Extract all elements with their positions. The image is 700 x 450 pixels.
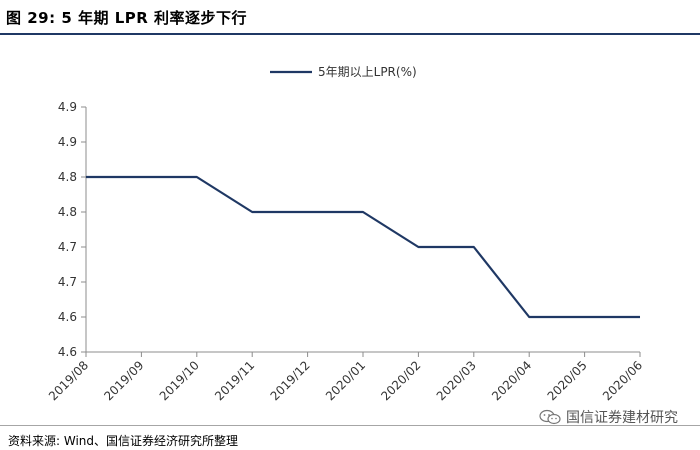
footer-divider: [0, 425, 700, 426]
series-line: [86, 175, 640, 319]
x-tick-label: 2019/10: [157, 358, 202, 403]
watermark-text: 国信证券建材研究: [566, 410, 678, 426]
x-tick-label: 2020/03: [434, 358, 479, 403]
y-tick-label: 4.8: [58, 170, 77, 184]
y-tick-label: 4.6: [58, 310, 77, 324]
y-tick-label: 4.7: [58, 240, 77, 254]
series-lines: [85, 175, 641, 319]
y-tick-label: 4.8: [58, 205, 77, 219]
x-tick-label: 2019/12: [268, 358, 313, 403]
x-tick-label: 2019/08: [46, 358, 91, 403]
line-chart: 4.64.64.74.74.84.84.94.9 2019/08 2019/09 2…: [46, 65, 645, 403]
legend-label: 5年期以上LPR(%): [318, 65, 417, 79]
x-tick-label: 2020/02: [378, 358, 423, 403]
y-tick-label: 4.6: [58, 345, 77, 359]
watermark: 国信证券建材研究: [539, 407, 678, 427]
x-tick-label: 2020/04: [489, 358, 534, 403]
y-tick-label: 4.9: [58, 100, 77, 114]
y-axis: 4.6 4.6 4.7 4.7 4.8 4.8 4.9 4.9: [58, 100, 87, 359]
x-tick-label: 2019/09: [101, 358, 146, 403]
x-tick-label: 2020/01: [323, 358, 368, 403]
wechat-icon: [539, 409, 561, 425]
x-axis: 2019/08 2019/09 2019/10 2019/11 2019/12 2020/…: [46, 351, 645, 403]
legend: 5年期以上LPR(%): [270, 65, 417, 79]
x-tick-label: 2020/05: [545, 358, 590, 403]
figure-title: 图 29: 5 年期 LPR 利率逐步下行: [6, 9, 248, 27]
y-tick-label: 4.7: [58, 275, 77, 289]
x-tick-label: 2020/06: [600, 358, 645, 403]
title-divider: [0, 33, 700, 35]
y-tick-label: 4.9: [58, 135, 77, 149]
x-tick-label: 2019/11: [212, 358, 257, 403]
source-note: 资料来源: Wind、国信证券经济研究所整理: [8, 434, 239, 448]
